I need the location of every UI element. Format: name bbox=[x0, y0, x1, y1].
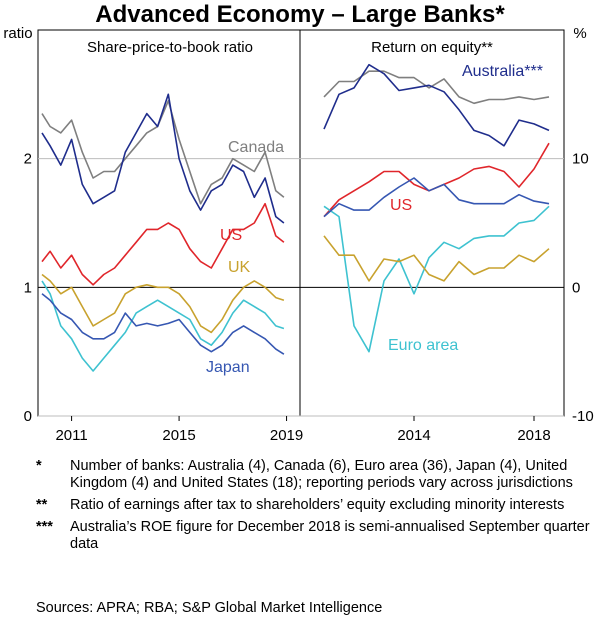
right-panel-title: Return on equity** bbox=[371, 39, 493, 56]
footnote-3-text: Australia’s ROE figure for December 2018… bbox=[70, 519, 590, 552]
right-series-japan bbox=[323, 177, 550, 218]
label-japan: Japan bbox=[206, 359, 250, 376]
chart-figure: Advanced Economy – Large Banks* ratio % … bbox=[3, 1, 593, 444]
left-series-uk bbox=[41, 273, 285, 334]
left-xtick-label: 2011 bbox=[55, 427, 87, 444]
left-xtick-label: 2015 bbox=[162, 427, 195, 444]
left-ytick-label: 1 bbox=[24, 279, 32, 296]
footnote-1-text: Number of banks: Australia (4), Canada (… bbox=[70, 458, 573, 491]
left-axis-ticks: 0 1 2 2011 2015 2019 bbox=[24, 151, 304, 444]
left-ytick-label: 0 bbox=[24, 408, 32, 425]
right-gridlines bbox=[300, 158, 564, 417]
footnote-2-text: Ratio of earnings after tax to sharehold… bbox=[70, 497, 565, 513]
footnote-1-mark: * bbox=[36, 458, 42, 474]
label-us-right: US bbox=[390, 197, 412, 214]
right-axis-ticks: -10 0 10 2014 2018 bbox=[397, 151, 593, 444]
left-xtick-label: 2019 bbox=[270, 427, 303, 444]
right-ytick-label: 10 bbox=[572, 151, 589, 168]
right-series-group bbox=[323, 63, 550, 353]
right-series-us bbox=[323, 142, 550, 218]
right-series-australia bbox=[323, 63, 550, 147]
left-series-group bbox=[41, 93, 285, 372]
label-australia: Australia*** bbox=[462, 63, 543, 80]
footnotes: * Number of banks: Australia (4), Canada… bbox=[36, 458, 596, 558]
right-series-uk bbox=[323, 235, 550, 282]
right-xtick-label: 2018 bbox=[517, 427, 550, 444]
footnote-2: ** Ratio of earnings after tax to shareh… bbox=[36, 497, 596, 514]
right-ytick-label: -10 bbox=[572, 408, 594, 425]
left-axis-unit: ratio bbox=[3, 25, 32, 42]
chart-title: Advanced Economy – Large Banks* bbox=[95, 1, 505, 28]
right-axis-unit: % bbox=[573, 25, 586, 42]
left-series-japan bbox=[41, 293, 285, 355]
footnote-1: * Number of banks: Australia (4), Canada… bbox=[36, 458, 596, 492]
left-ytick-label: 2 bbox=[24, 151, 32, 168]
left-series-euro-area bbox=[41, 280, 285, 372]
left-series-australia bbox=[41, 93, 285, 224]
left-series-us bbox=[41, 202, 285, 286]
label-us-left: US bbox=[220, 227, 242, 244]
footnote-3: *** Australia’s ROE figure for December … bbox=[36, 519, 596, 553]
footnote-3-mark: *** bbox=[36, 519, 53, 535]
right-xtick-label: 2014 bbox=[397, 427, 430, 444]
label-uk: UK bbox=[228, 259, 251, 276]
right-ytick-label: 0 bbox=[572, 279, 580, 296]
left-series-canada bbox=[41, 100, 285, 205]
footnote-2-mark: ** bbox=[36, 497, 48, 513]
left-panel-title: Share-price-to-book ratio bbox=[87, 39, 253, 56]
sources: Sources: APRA; RBA; S&P Global Market In… bbox=[36, 600, 383, 616]
label-canada: Canada bbox=[228, 139, 284, 156]
right-series-euro-area bbox=[323, 205, 550, 353]
label-euro-area: Euro area bbox=[388, 337, 458, 354]
